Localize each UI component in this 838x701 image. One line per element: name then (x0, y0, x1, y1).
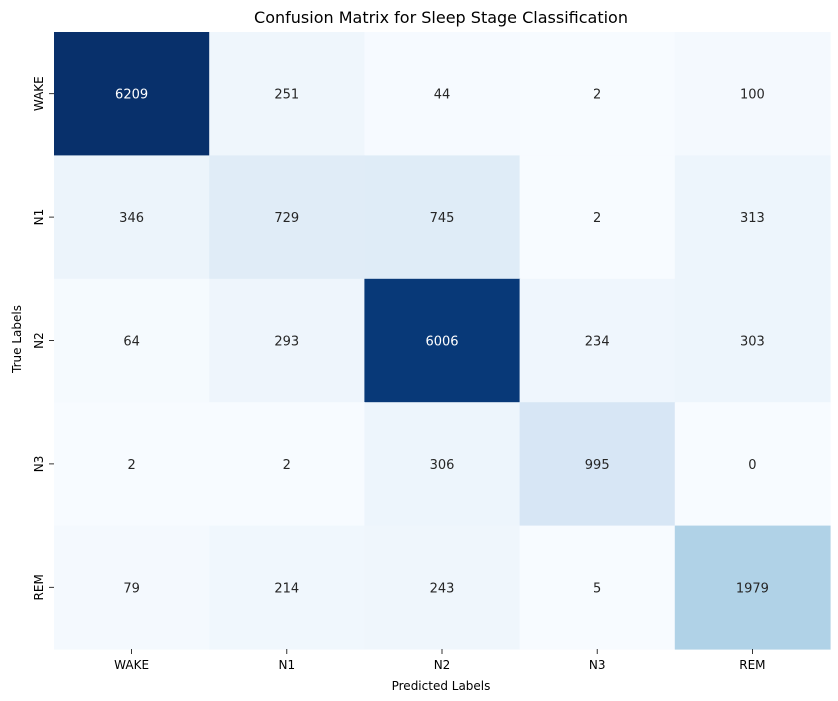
y-axis-ticks: WAKE N1 N2 N3 REM (32, 76, 54, 600)
heatmap-cells (54, 32, 831, 650)
cell-value-label: 79 (123, 581, 140, 596)
x-axis-label: Predicted Labels (392, 679, 491, 693)
heatmap-cell-n2-n3 (519, 278, 676, 403)
heatmap-cell-rem-n2 (364, 525, 521, 650)
heatmap-cell-n3-n2 (364, 402, 521, 527)
cell-value-label: 234 (585, 335, 610, 350)
heatmap-cell-wake-rem (674, 32, 831, 156)
y-tick-label: N3 (32, 456, 46, 473)
y-axis-label: True Labels (10, 305, 24, 374)
heatmap-cell-n2-n2 (364, 278, 521, 403)
x-axis-ticks: WAKE N1 N2 N3 REM (114, 649, 766, 672)
heatmap-cell-n1-n3 (519, 155, 676, 280)
y-tick-label: REM (32, 574, 46, 600)
heatmap-cell-rem-rem (674, 525, 831, 650)
cell-value-label: 346 (119, 211, 144, 226)
x-tick-label: WAKE (114, 658, 149, 672)
cell-value-label: 2 (127, 458, 135, 473)
y-tick-label: N1 (32, 209, 46, 226)
heatmap-cell-n3-rem (674, 402, 831, 527)
cell-value-label: 293 (274, 335, 299, 350)
cell-value-label: 6006 (425, 335, 458, 350)
cell-value-label: 303 (740, 335, 765, 350)
heatmap-cell-n2-rem (674, 278, 831, 403)
y-tick-label: N2 (32, 332, 46, 349)
x-tick-label: REM (739, 658, 765, 672)
cell-value-label: 995 (585, 458, 610, 473)
cell-value-label: 5 (593, 581, 601, 596)
cell-value-label: 313 (740, 211, 765, 226)
x-tick-label: N2 (434, 658, 451, 672)
heatmap-cell-wake-n2 (364, 32, 521, 156)
cell-value-label: 1979 (736, 581, 769, 596)
cell-value-label: 251 (274, 88, 299, 103)
chart-title: Confusion Matrix for Sleep Stage Classif… (254, 8, 628, 27)
heatmap-cell-wake-n3 (519, 32, 676, 156)
x-tick-label: N1 (278, 658, 295, 672)
cell-value-label: 745 (430, 211, 455, 226)
heatmap-cell-labels: 6209 251 44 2 100 346 729 745 2 313 64 293 6006 234 30… (115, 88, 769, 597)
cell-value-label: 2 (593, 88, 601, 103)
heatmap-cell-n1-n2 (364, 155, 521, 280)
heatmap-cell-n3-wake (54, 402, 210, 527)
cell-value-label: 2 (593, 211, 601, 226)
cell-value-label: 306 (430, 458, 455, 473)
heatmap-cell-n1-n1 (209, 155, 365, 280)
cell-value-label: 243 (430, 581, 455, 596)
heatmap-cell-n3-n1 (209, 402, 365, 527)
heatmap-cell-wake-n1 (209, 32, 365, 156)
cell-value-label: 6209 (115, 88, 148, 103)
heatmap-cell-rem-n3 (519, 525, 676, 650)
heatmap-cell-n3-n3 (519, 402, 676, 527)
cell-value-label: 100 (740, 88, 765, 103)
y-tick-label: WAKE (32, 76, 46, 111)
cell-value-label: 44 (434, 88, 451, 103)
cell-value-label: 0 (748, 458, 756, 473)
heatmap-cell-rem-n1 (209, 525, 365, 650)
cell-value-label: 729 (274, 211, 299, 226)
heatmap-cell-wake-wake (54, 32, 210, 156)
heatmap-cell-rem-wake (54, 525, 210, 650)
cell-value-label: 2 (283, 458, 291, 473)
cell-value-label: 214 (274, 581, 299, 596)
heatmap-cell-n1-wake (54, 155, 210, 280)
heatmap-cell-n1-rem (674, 155, 831, 280)
x-tick-label: N3 (589, 658, 606, 672)
heatmap-cell-n2-n1 (209, 278, 365, 403)
heatmap-cell-n2-wake (54, 278, 210, 403)
cell-value-label: 64 (123, 335, 140, 350)
